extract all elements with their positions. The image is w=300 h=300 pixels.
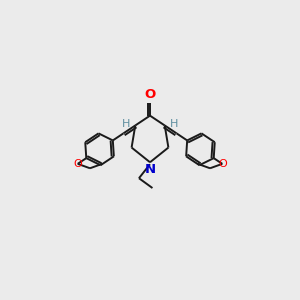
Text: N: N (144, 164, 156, 176)
Text: H: H (122, 119, 130, 129)
Text: O: O (218, 159, 227, 169)
Text: H: H (169, 119, 178, 129)
Text: O: O (73, 159, 82, 169)
Text: O: O (144, 88, 156, 101)
